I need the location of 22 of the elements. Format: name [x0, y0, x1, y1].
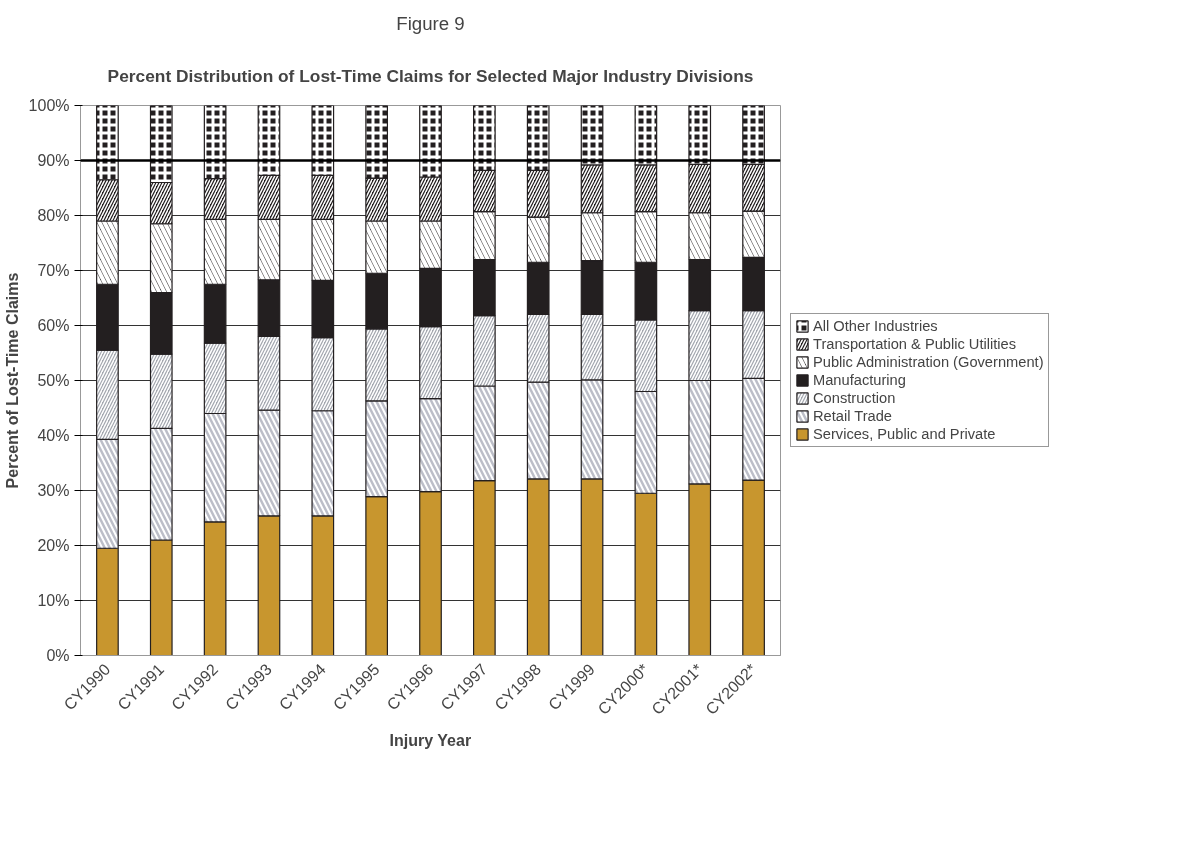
x-axis-title: Injury Year: [389, 731, 472, 749]
legend-label: Public Administration (Government): [813, 354, 1044, 370]
y-tick-label: 50%: [37, 372, 70, 389]
legend-label: Transportation & Public Utilities: [813, 336, 1017, 352]
legend-label: Construction: [813, 390, 896, 406]
y-tick-label: 60%: [37, 317, 70, 334]
y-tick-label: 30%: [37, 482, 70, 499]
y-tick-label: 20%: [37, 537, 70, 554]
y-tick-label: 40%: [37, 427, 70, 444]
y-axis-title: Percent of Lost-Time Claims: [3, 272, 21, 489]
legend-label: All Other Industries: [813, 318, 938, 334]
caption: Figure 9: [396, 12, 465, 34]
legend-label: Retail Trade: [813, 408, 893, 424]
y-tick-label: 70%: [37, 262, 70, 279]
y-tick-label: 100%: [28, 97, 70, 114]
y-tick-label: 90%: [37, 152, 70, 169]
legend-label: Services, Public and Private: [813, 426, 996, 442]
y-tick-label: 10%: [37, 592, 70, 609]
legend-label: Manufacturing: [813, 372, 906, 388]
y-tick-label: 80%: [37, 207, 70, 224]
y-tick-label: 0%: [46, 647, 70, 664]
chart-title: Percent Distribution of Lost-Time Claims for Selected Major Industry Divisions: [107, 65, 754, 86]
